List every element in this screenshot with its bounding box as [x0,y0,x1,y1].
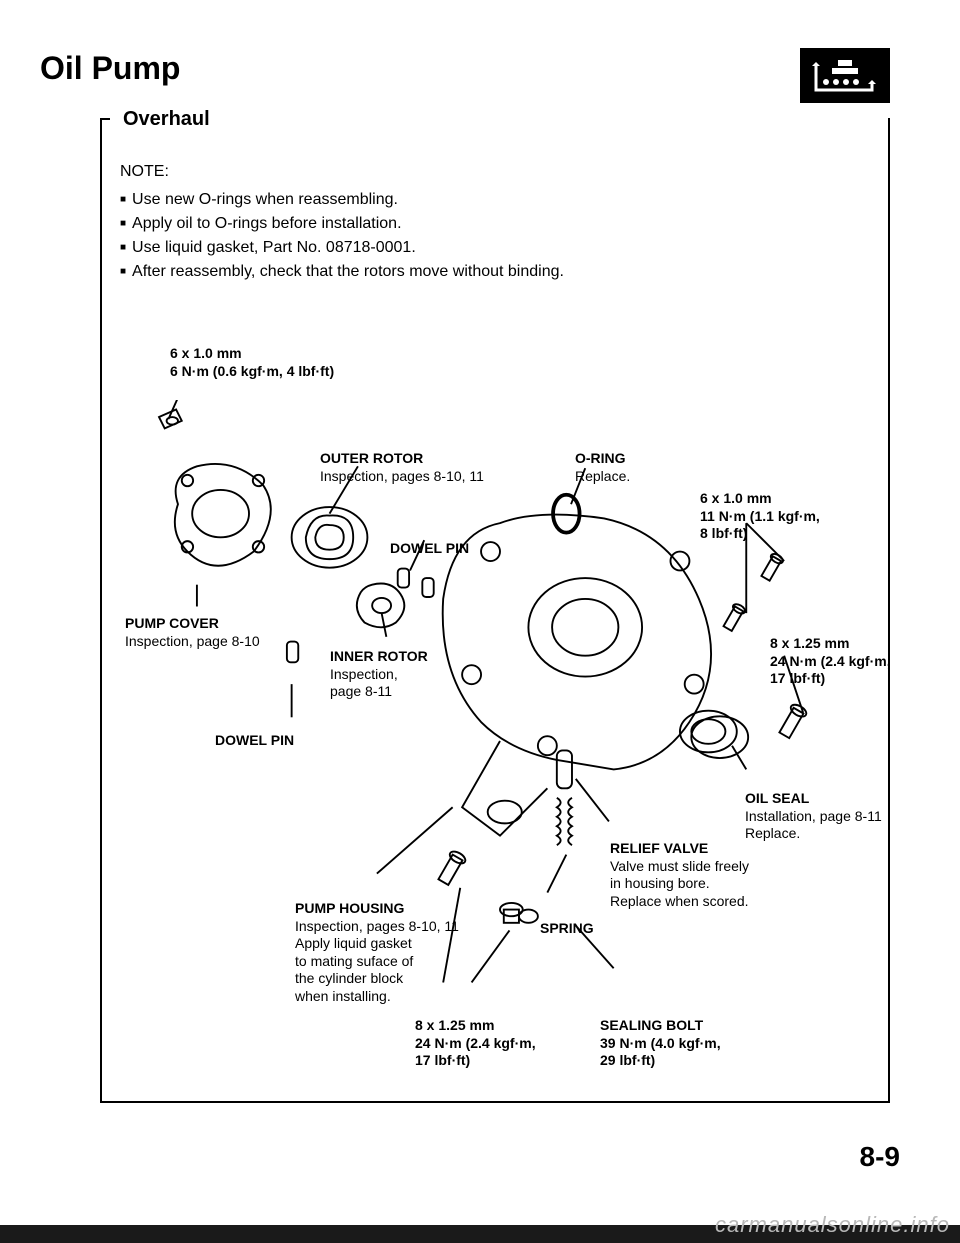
section-heading: Overhaul [115,108,218,131]
exploded-diagram [120,400,880,1063]
note-heading: NOTE: [120,160,564,184]
page-number: 8-9 [860,1141,900,1173]
watermark: carmanualsonline.info [715,1212,950,1238]
note-item: After reassembly, check that the rotors … [120,260,564,284]
note-item: Use liquid gasket, Part No. 08718-0001. [120,236,564,260]
frame-left [100,118,102,1103]
header-icon [800,48,890,103]
page: Oil Pump Overhaul NOTE: Use new O-rings … [20,20,940,1203]
note-block: NOTE: Use new O-rings when reassembling.… [120,160,564,284]
note-item: Apply oil to O-rings before installation… [120,212,564,236]
frame-corner [100,118,110,120]
callout-bolt-6a: 6 x 1.0 mm 6 N·m (0.6 kgf·m, 4 lbf·ft) [170,345,334,380]
note-item: Use new O-rings when reassembling. [120,188,564,212]
